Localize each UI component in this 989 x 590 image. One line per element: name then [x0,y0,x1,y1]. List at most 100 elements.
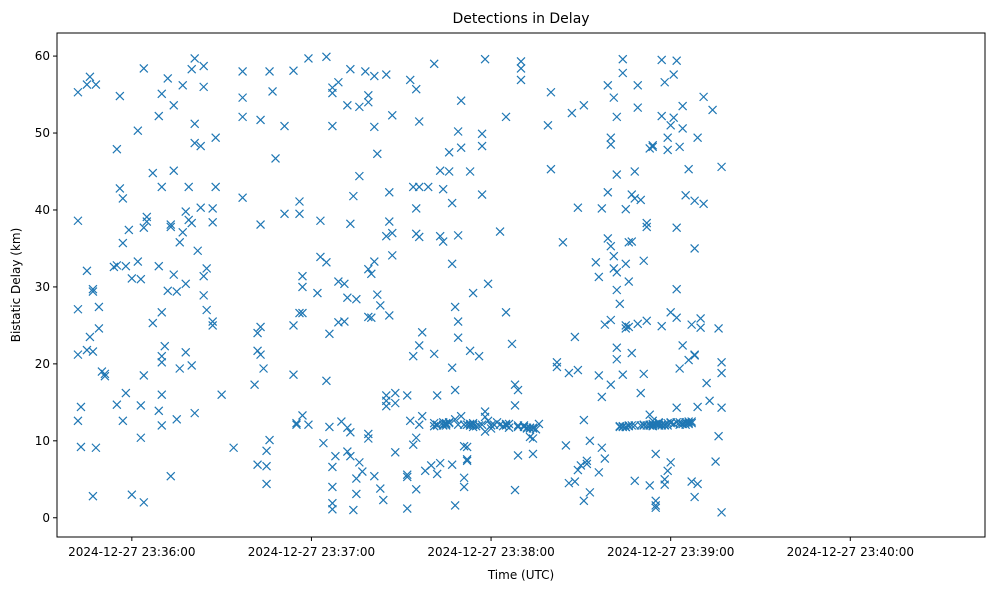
data-point [387,228,397,238]
data-point [411,484,421,494]
data-point [333,77,343,87]
data-point [681,190,691,200]
data-point [648,140,658,150]
data-point [630,194,640,203]
data-point [178,227,188,237]
data-point [199,61,209,71]
data-point [687,320,697,330]
data-point [690,492,700,502]
data-point [327,482,337,492]
data-point [477,420,487,430]
data-point [181,279,191,289]
data-point [327,498,337,508]
data-point [687,477,697,487]
data-point [558,237,568,247]
data-point [169,270,179,280]
data-point [360,67,370,76]
data-point [342,100,352,110]
data-point [594,467,604,477]
data-point [253,460,262,470]
data-point [447,363,457,373]
data-point [411,84,421,94]
data-point [187,360,197,370]
data-point [372,149,382,159]
data-point [531,424,541,434]
data-point [408,440,418,450]
x-tick-label: 2024-12-27 23:36:00 [68,545,195,559]
data-point [253,346,262,356]
data-point [423,182,433,192]
data-point [381,70,391,79]
data-point [567,108,577,118]
data-point [447,259,457,269]
data-point [609,264,619,273]
y-tick-label: 0 [42,511,50,525]
data-point [157,307,167,317]
data-point [136,274,146,284]
data-point [702,378,712,388]
data-point [88,284,98,294]
data-point [450,414,460,424]
data-point [345,427,355,437]
data-point [118,194,128,203]
data-point [100,369,110,379]
data-point [585,436,595,446]
data-point [693,402,703,412]
data-point [618,370,628,380]
data-point [408,351,418,361]
data-point [262,479,271,489]
data-point [450,302,460,312]
data-point [354,171,364,181]
data-point [468,288,478,298]
data-point [591,257,601,267]
data-point [157,357,167,367]
data-point [564,368,574,378]
data-point [289,370,298,380]
data-point [513,451,523,460]
data-point [600,320,610,330]
data-point [432,469,442,479]
data-point [669,113,679,123]
marker-layer [73,52,726,517]
data-point [160,341,170,351]
data-point [435,231,445,241]
data-point [402,390,412,400]
data-point [627,421,637,430]
data-point [516,75,526,85]
data-point [504,419,514,429]
data-point [462,454,472,464]
data-point [298,271,307,281]
data-point [85,332,95,342]
y-axis-title: Bistatic Delay (km) [9,228,23,343]
data-point [618,54,628,64]
data-point [660,474,670,484]
data-point [333,277,343,286]
data-point [238,112,248,122]
data-point [651,501,661,510]
data-point [603,234,613,243]
y-tick-label: 10 [35,434,50,448]
data-point [477,129,487,139]
data-point [369,122,379,132]
data-point [154,111,164,121]
data-point [717,162,726,172]
data-point [369,257,379,266]
data-point [178,80,188,90]
data-point [136,433,146,443]
data-point [627,348,637,358]
data-point [543,120,553,130]
data-point [85,72,95,82]
data-point [115,184,125,193]
x-axis-title: Time (UTC) [487,568,554,582]
data-point [139,63,149,73]
data-point [501,307,511,317]
data-point [190,119,200,129]
data-point [624,322,634,332]
chart-title: Detections in Delay [452,11,589,27]
data-point [384,310,394,320]
data-point [651,449,661,459]
data-point [534,419,544,429]
data-point [268,87,277,96]
data-point [684,164,694,174]
data-point [663,145,673,155]
